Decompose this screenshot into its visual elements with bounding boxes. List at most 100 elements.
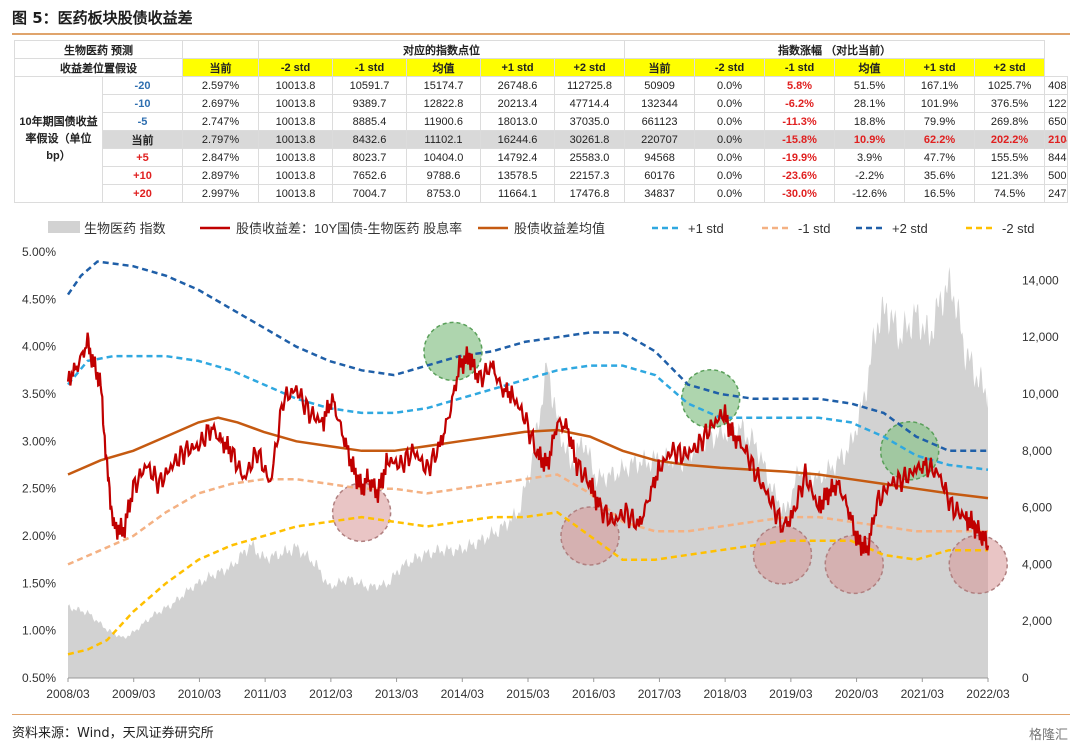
minus2-line — [67, 510, 988, 656]
table-row: +20 2.997% 10013.8 7004.7 8753.0 11664.1 17476… — [15, 184, 1068, 203]
x-tick-label: 2021/03 — [901, 687, 945, 701]
index-point: 25583.0 — [553, 148, 626, 167]
index-point: 9788.6 — [406, 166, 481, 185]
side-label: 10年期国债收益率假设（单位bp） — [14, 76, 103, 203]
pct-change: 0.0% — [694, 166, 766, 185]
x-tick-label: 2019/03 — [769, 687, 813, 701]
index-point: 10013.8 — [258, 148, 333, 167]
index-point: 47714.4 — [553, 94, 626, 113]
x-tick-label: 2017/03 — [638, 687, 682, 701]
y-left-tick-label: 0.50% — [22, 671, 56, 685]
y-left-tick-label: 1.00% — [22, 624, 56, 638]
index-point: 50909 — [624, 76, 696, 95]
pct-change: 155.5% — [974, 148, 1046, 167]
y-left-tick-label: 4.50% — [22, 292, 56, 306]
pct-change: -12.6% — [834, 184, 906, 203]
pct-change: 51.5% — [834, 76, 906, 95]
pct-change: 500.9% — [1044, 166, 1068, 185]
pct-change: 47.7% — [904, 148, 976, 167]
index-point: 37035.0 — [553, 112, 626, 131]
rate-shift: 当前 — [102, 130, 183, 149]
y-right-tick-label: 0 — [1022, 671, 1029, 685]
pct-change: 844.4% — [1044, 148, 1068, 167]
rate-value: 2.847% — [182, 148, 259, 167]
y-right-tick-label: 4,000 — [1022, 557, 1052, 571]
pct-change: 0.0% — [694, 94, 766, 113]
index-point: 18013.0 — [480, 112, 555, 131]
col-header-change: 当前 — [624, 58, 696, 77]
pct-change: -6.2% — [764, 94, 836, 113]
col-header-change: +1 std — [904, 58, 976, 77]
col-header-points: -2 std — [258, 58, 333, 77]
table-header-forecast: 生物医药 预测 — [14, 40, 183, 59]
col-header-points: -1 std — [332, 58, 407, 77]
minus1-line — [67, 473, 988, 566]
y-left-tick-label: 1.50% — [22, 576, 56, 590]
pct-change: -30.0% — [764, 184, 836, 203]
pct-change: 74.5% — [974, 184, 1046, 203]
y-left-tick-label: 5.00% — [22, 245, 56, 259]
index-point: 34837 — [624, 184, 696, 203]
pct-change: 0.0% — [694, 184, 766, 203]
table-row: -10 2.697% 10013.8 9389.7 12822.8 20213.4 4771… — [15, 94, 1068, 113]
index-point: 22157.3 — [553, 166, 626, 185]
index-point: 132344 — [624, 94, 696, 113]
index-point: 60176 — [624, 166, 696, 185]
pct-change: 269.8% — [974, 112, 1046, 131]
pct-change: 2104.0% — [1044, 130, 1068, 149]
index-point: 13578.5 — [480, 166, 555, 185]
col-header-change: 均值 — [834, 58, 906, 77]
y-left-tick-label: 2.50% — [22, 482, 56, 496]
rate-shift: +5 — [102, 148, 183, 167]
x-tick-label: 2020/03 — [835, 687, 879, 701]
index-point: 30261.8 — [553, 130, 626, 149]
rate-shift: +10 — [102, 166, 183, 185]
x-tick-label: 2008/03 — [46, 687, 90, 701]
index-point: 661123 — [624, 112, 696, 131]
index-point: 7652.6 — [332, 166, 407, 185]
index-point: 9389.7 — [332, 94, 407, 113]
pct-change: 18.8% — [834, 112, 906, 131]
y-left-tick-label: 2.00% — [22, 529, 56, 543]
pct-change: 16.5% — [904, 184, 976, 203]
pct-change: 376.5% — [974, 94, 1046, 113]
y-right-tick-label: 2,000 — [1022, 614, 1052, 628]
plus2-line — [66, 260, 988, 453]
high-bubble — [423, 321, 483, 382]
rate-shift: -20 — [102, 76, 183, 95]
col-header-points: 均值 — [406, 58, 481, 77]
y-right-tick-label: 8,000 — [1022, 444, 1052, 458]
high-bubble — [680, 368, 741, 429]
pct-change: 3.9% — [834, 148, 906, 167]
x-tick-label: 2022/03 — [966, 687, 1010, 701]
col-header-points: +2 std — [553, 58, 626, 77]
index-point: 15174.7 — [406, 76, 481, 95]
index-point: 20213.4 — [480, 94, 555, 113]
figure-title: 图 5：医药板块股债收益差 — [12, 9, 193, 27]
spread-chart: 2008/03 2009/03 2010/03 2011/03 2012/03 2013/… — [22, 221, 1059, 701]
legend-label: 生物医药 指数 — [84, 221, 166, 236]
rate-shift: -10 — [102, 94, 183, 113]
x-tick-label: 2010/03 — [178, 687, 222, 701]
rate-shift: +20 — [102, 184, 183, 203]
forecast-table: 生物医药 预测 对应的指数点位 指数涨幅 （对比当前） 收益差位置假设 当前 -2 std… — [14, 40, 1068, 203]
index-point: 10404.0 — [406, 148, 481, 167]
rate-value: 2.747% — [182, 112, 259, 131]
x-tick-label: 2015/03 — [506, 687, 550, 701]
y-right-tick-label: 10,000 — [1022, 387, 1059, 401]
table-header-change: 指数涨幅 （对比当前） — [624, 40, 1046, 59]
pct-change: 167.1% — [904, 76, 976, 95]
rate-shift: -5 — [102, 112, 183, 131]
index-point: 10591.7 — [332, 76, 407, 95]
index-point: 11664.1 — [480, 184, 555, 203]
col-header-change: -1 std — [764, 58, 836, 77]
low-bubble — [752, 525, 813, 585]
x-tick-label: 2013/03 — [375, 687, 419, 701]
index-point: 8885.4 — [332, 112, 407, 131]
index-point: 94568 — [624, 148, 696, 167]
rate-value: 2.997% — [182, 184, 259, 203]
y-left-tick-label: 4.00% — [22, 340, 56, 354]
index-point: 17476.8 — [553, 184, 626, 203]
index-point: 8753.0 — [406, 184, 481, 203]
pct-change: 1221.6% — [1044, 94, 1068, 113]
